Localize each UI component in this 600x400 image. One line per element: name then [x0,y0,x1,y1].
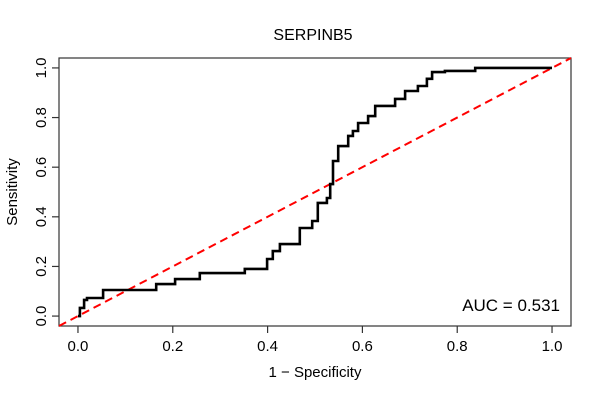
roc-curve-path [78,66,552,318]
x-tick-label: 0.2 [162,338,183,355]
chance-diagonal [58,57,572,327]
y-tick-label: 0.8 [33,107,50,128]
plot-box [58,57,572,327]
y-tick-label: 0.0 [33,306,50,327]
x-axis-label: 1 − Specificity [269,364,362,381]
y-tick-label: 0.2 [33,256,50,277]
chart-title: SERPINB5 [273,27,352,44]
auc-annotation: AUC = 0.531 [462,296,560,315]
x-tick-label: 0.8 [447,338,468,355]
x-axis-ticks: 0.0 0.2 0.4 0.6 0.8 1.0 [68,326,563,355]
roc-step-curve [78,66,552,318]
x-tick-label: 1.0 [542,338,563,355]
x-tick-label: 0.6 [352,338,373,355]
x-tick-label: 0.0 [68,338,89,355]
y-tick-label: 0.4 [33,206,50,227]
y-axis-ticks: 0.0 0.2 0.4 0.6 0.8 1.0 [33,57,59,327]
chance-diagonal-line [58,57,572,327]
y-tick-label: 1.0 [33,57,50,78]
y-tick-label: 0.6 [33,157,50,178]
y-axis-label: Sensitivity [4,158,21,226]
x-tick-label: 0.4 [257,338,278,355]
